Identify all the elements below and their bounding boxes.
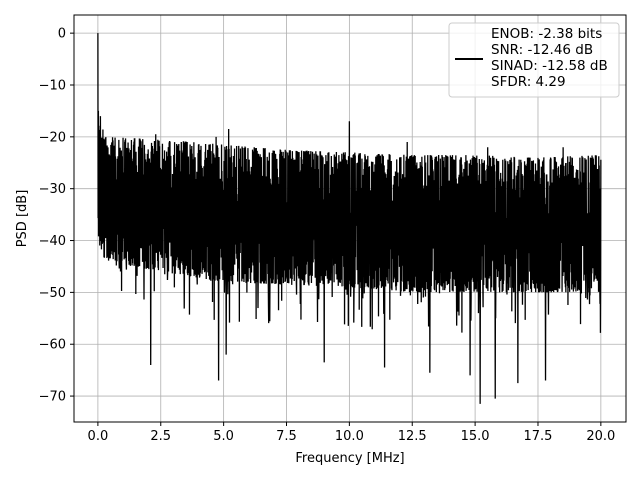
ticks: 0.0 2.5 5.0 7.5 10.0 12.5 15.0 17.5 20.0 0 −10 −20 −… <box>39 27 616 444</box>
x-tick-label: 7.5 <box>276 429 297 444</box>
psd-series-line <box>97 33 602 404</box>
axes-frame <box>73 14 627 423</box>
y-axis-label: PSD [dB] <box>15 190 30 248</box>
y-tick-label: −10 <box>39 78 66 93</box>
legend-entry-enob: ENOB: -2.38 bits <box>491 26 602 42</box>
x-tick-label: 12.5 <box>398 429 427 444</box>
y-tick-label: 0 <box>58 27 66 42</box>
y-tick-label: −50 <box>39 286 66 301</box>
x-tick-label: 20.0 <box>586 429 615 444</box>
x-tick-label: 0.0 <box>88 429 109 444</box>
legend-box <box>448 22 620 98</box>
legend: ENOB: -2.38 bits SNR: -12.46 dB SINAD: -… <box>448 22 620 98</box>
y-tick-label: −30 <box>39 182 66 197</box>
x-tick-label: 2.5 <box>150 429 171 444</box>
legend-entry-sinad: SINAD: -12.58 dB <box>491 58 608 74</box>
x-tick-label: 17.5 <box>524 429 553 444</box>
plot-area <box>97 33 602 404</box>
y-tick-label: −60 <box>39 338 66 353</box>
legend-entry-sfdr: SFDR: 4.29 <box>491 74 566 90</box>
legend-entry-snr: SNR: -12.46 dB <box>491 42 593 58</box>
x-axis-label: Frequency [MHz] <box>295 451 404 466</box>
x-tick-label: 15.0 <box>461 429 490 444</box>
y-tick-label: −40 <box>39 234 66 249</box>
y-tick-label: −20 <box>39 130 66 145</box>
y-tick-label: −70 <box>39 390 66 405</box>
x-tick-label: 5.0 <box>213 429 234 444</box>
x-tick-label: 10.0 <box>335 429 364 444</box>
